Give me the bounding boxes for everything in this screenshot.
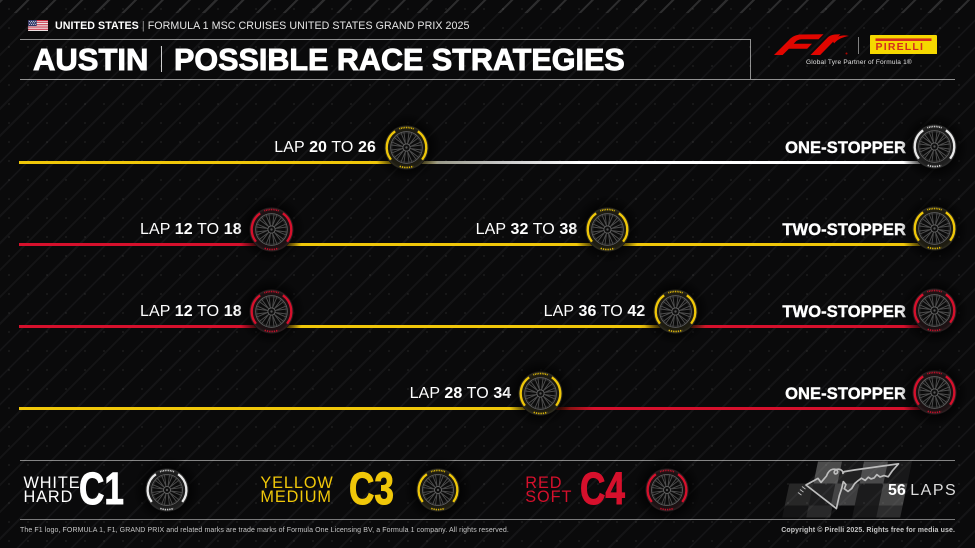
svg-text:PIRELLI: PIRELLI — [875, 41, 924, 53]
